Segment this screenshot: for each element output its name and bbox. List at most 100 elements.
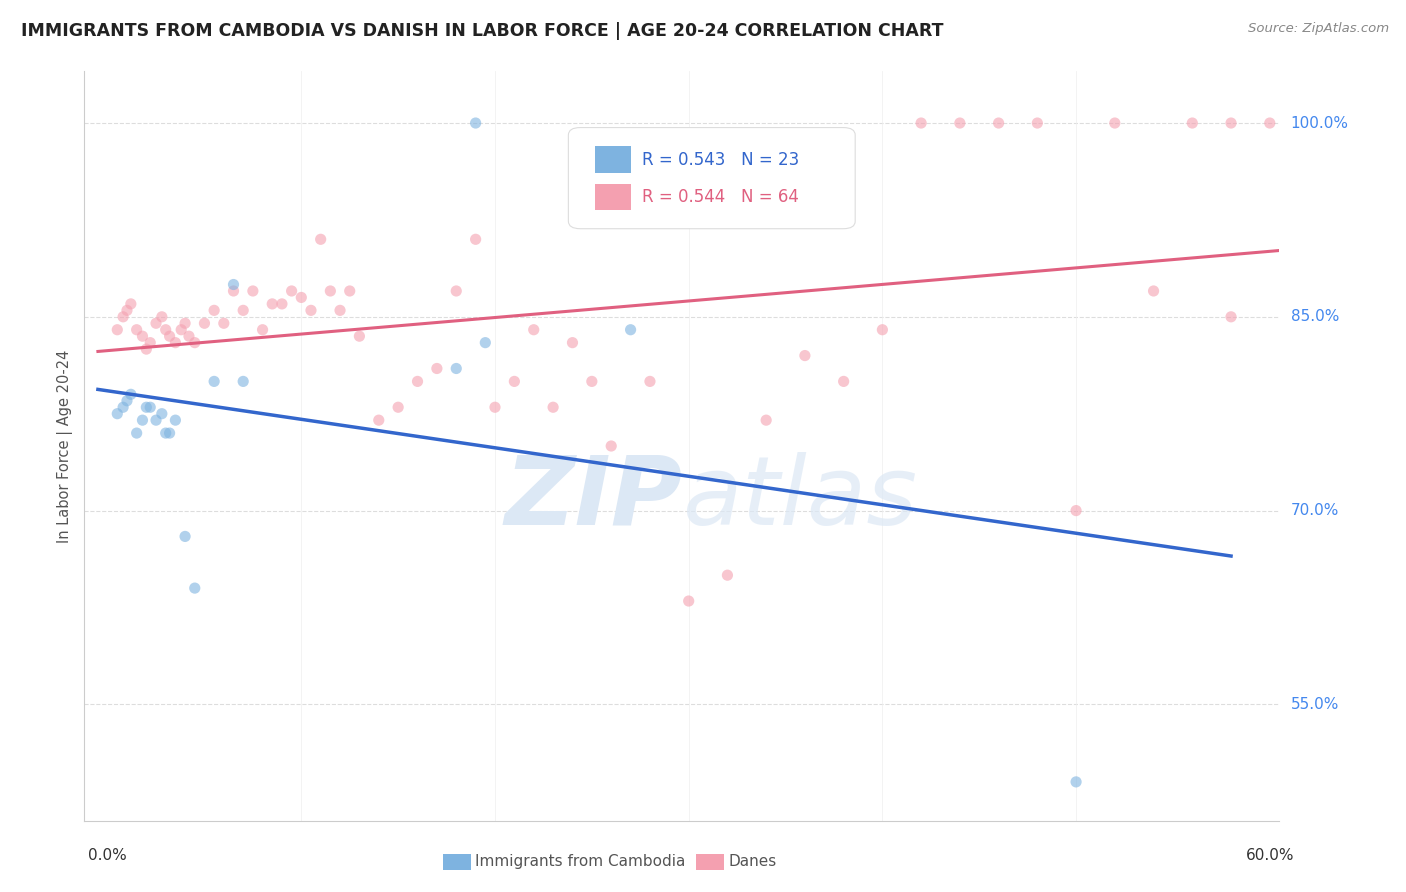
Point — [155, 323, 177, 337]
Point — [484, 401, 506, 415]
Point — [242, 284, 264, 298]
Point — [387, 401, 409, 415]
Point — [949, 116, 972, 130]
Point — [135, 401, 157, 415]
Point — [464, 232, 486, 246]
Point — [131, 413, 153, 427]
Text: 85.0%: 85.0% — [1291, 310, 1339, 325]
Point — [561, 335, 583, 350]
Point — [115, 303, 138, 318]
Point — [112, 401, 135, 415]
Point — [987, 116, 1010, 130]
Point — [523, 323, 546, 337]
Text: ZIP: ZIP — [503, 452, 682, 545]
Point — [184, 335, 207, 350]
Point — [193, 316, 215, 330]
Point — [290, 290, 312, 304]
Text: atlas: atlas — [682, 452, 917, 545]
Point — [280, 284, 302, 298]
Point — [165, 413, 187, 427]
Point — [299, 303, 322, 318]
Point — [464, 116, 486, 130]
Point — [271, 297, 294, 311]
Point — [1181, 116, 1204, 130]
Point — [349, 329, 371, 343]
Text: R = 0.544   N = 64: R = 0.544 N = 64 — [643, 188, 800, 206]
Point — [367, 413, 389, 427]
Point — [339, 284, 361, 298]
Point — [131, 329, 153, 343]
Point — [329, 303, 352, 318]
Point — [165, 335, 187, 350]
Point — [1220, 310, 1243, 324]
Point — [177, 329, 200, 343]
Point — [159, 329, 181, 343]
Point — [232, 303, 254, 318]
Text: Source: ZipAtlas.com: Source: ZipAtlas.com — [1249, 22, 1389, 36]
Point — [145, 413, 167, 427]
Text: 55.0%: 55.0% — [1291, 697, 1339, 712]
Point — [202, 375, 225, 389]
Text: IMMIGRANTS FROM CAMBODIA VS DANISH IN LABOR FORCE | AGE 20-24 CORRELATION CHART: IMMIGRANTS FROM CAMBODIA VS DANISH IN LA… — [21, 22, 943, 40]
Point — [115, 393, 138, 408]
Point — [150, 310, 173, 324]
Text: Immigrants from Cambodia: Immigrants from Cambodia — [475, 855, 686, 869]
Point — [222, 284, 245, 298]
Point — [832, 375, 855, 389]
Point — [541, 401, 564, 415]
FancyBboxPatch shape — [568, 128, 855, 228]
Point — [170, 323, 193, 337]
Point — [222, 277, 245, 292]
Point — [638, 375, 661, 389]
Point — [474, 335, 496, 350]
Point — [619, 323, 641, 337]
Point — [262, 297, 284, 311]
Point — [446, 361, 468, 376]
Point — [212, 316, 235, 330]
Point — [120, 387, 142, 401]
Point — [135, 342, 157, 356]
Point — [716, 568, 738, 582]
Point — [872, 323, 894, 337]
Point — [125, 426, 148, 441]
Text: Danes: Danes — [728, 855, 776, 869]
Point — [202, 303, 225, 318]
Point — [1220, 116, 1243, 130]
Point — [319, 284, 342, 298]
Text: R = 0.543   N = 23: R = 0.543 N = 23 — [643, 151, 800, 169]
Point — [120, 297, 142, 311]
Point — [503, 375, 526, 389]
Point — [252, 323, 274, 337]
Point — [174, 316, 197, 330]
Point — [309, 232, 332, 246]
Point — [1026, 116, 1049, 130]
Point — [426, 361, 449, 376]
Point — [105, 323, 128, 337]
Point — [600, 439, 623, 453]
Point — [145, 316, 167, 330]
Text: 0.0%: 0.0% — [89, 848, 127, 863]
Point — [446, 284, 468, 298]
Point — [1064, 775, 1087, 789]
Bar — [595, 146, 630, 172]
Point — [910, 116, 932, 130]
Point — [125, 323, 148, 337]
Y-axis label: In Labor Force | Age 20-24: In Labor Force | Age 20-24 — [58, 350, 73, 542]
Point — [678, 594, 700, 608]
Text: 60.0%: 60.0% — [1246, 848, 1294, 863]
Point — [139, 335, 162, 350]
Point — [1258, 116, 1281, 130]
Point — [150, 407, 173, 421]
Point — [105, 407, 128, 421]
Point — [139, 401, 162, 415]
Point — [1104, 116, 1126, 130]
Bar — [595, 184, 630, 210]
Point — [232, 375, 254, 389]
Point — [1064, 503, 1087, 517]
Point — [406, 375, 429, 389]
Point — [112, 310, 135, 324]
Point — [755, 413, 778, 427]
Point — [155, 426, 177, 441]
Text: 100.0%: 100.0% — [1291, 116, 1348, 130]
Point — [581, 375, 603, 389]
